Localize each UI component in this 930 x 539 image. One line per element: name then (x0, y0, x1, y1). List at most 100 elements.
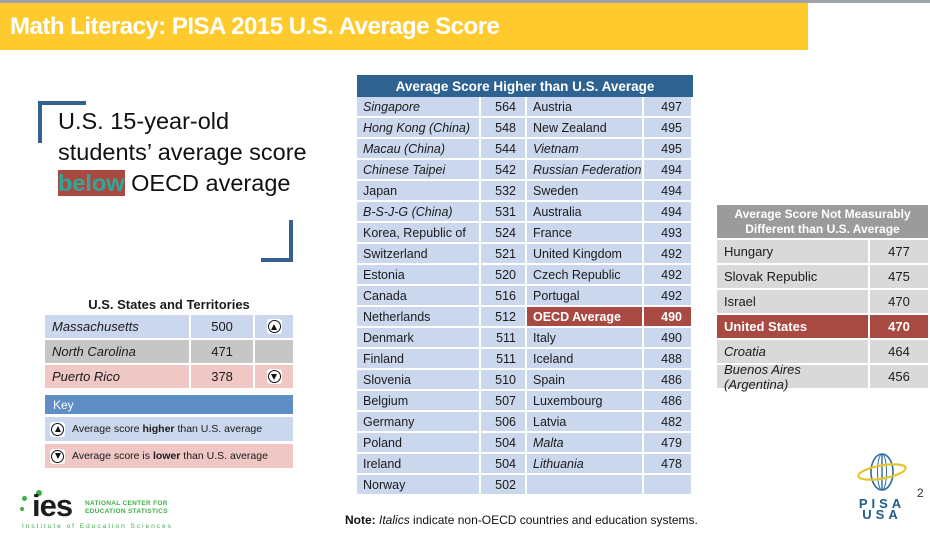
country-cell: Denmark (357, 328, 479, 347)
pisa-label-line2: USA (862, 507, 902, 522)
score-cell: 494 (644, 160, 691, 179)
key-item-text: Average score is lower than U.S. average (72, 450, 268, 462)
table-row: Slovenia 510 Spain 486 (357, 370, 693, 389)
page-number: 2 (917, 486, 924, 500)
score-cell: 493 (644, 223, 691, 242)
score-cell: 520 (481, 265, 525, 284)
score-cell: 486 (644, 370, 691, 389)
arrow-ring (267, 370, 281, 383)
score-cell: 470 (870, 315, 928, 338)
score-cell: 510 (481, 370, 525, 389)
score-cell: 544 (481, 139, 525, 158)
score-cell: 548 (481, 118, 525, 137)
callout-highlight: below (58, 170, 125, 196)
key-text-post: than U.S. average (174, 423, 263, 435)
score-cell: 502 (481, 475, 525, 494)
table-row: United States 470 (717, 315, 928, 338)
pisa-logo: PISA USA (852, 452, 912, 521)
key-text-bold: lower (152, 450, 181, 462)
country-cell: Germany (357, 412, 479, 431)
country-cell: Poland (357, 433, 479, 452)
country-cell: Iceland (527, 349, 642, 368)
key-text-bold: higher (142, 423, 175, 435)
ies-line2: EDUCATION STATISTICS (85, 507, 168, 515)
key-text-pre: Average score is (72, 450, 153, 462)
bracket-bottom-right (261, 220, 293, 262)
score-cell: 506 (481, 412, 525, 431)
arrow-ring (51, 422, 64, 436)
score-cell: 564 (481, 97, 525, 116)
callout-pre: U.S. 15-year-old students’ average score (58, 108, 307, 165)
country-cell: Russian Federation (527, 160, 642, 179)
table-row: Buenos Aires (Argentina) 456 (717, 362, 928, 392)
not-different-table: Average Score Not Measurably Different t… (717, 205, 928, 392)
score-cell: 479 (644, 433, 691, 452)
table-row: North Carolina 471 (45, 340, 293, 363)
score-cell: 516 (481, 286, 525, 305)
score-cell: 482 (644, 412, 691, 431)
key-item: Average score is lower than U.S. average (45, 444, 293, 468)
score-cell: 492 (644, 286, 691, 305)
country-cell: Italy (527, 328, 642, 347)
country-cell: Malta (527, 433, 642, 452)
score-cell: 511 (481, 349, 525, 368)
score-cell: 456 (870, 365, 928, 388)
country-cell: Slovak Republic (717, 265, 868, 288)
not-different-table-body: Hungary 477 Slovak Republic 475 Israel 470 Uni… (717, 240, 928, 392)
score-cell: 475 (870, 265, 928, 288)
globe-icon (857, 453, 907, 491)
table-row: Netherlands 512 OECD Average 490 (357, 307, 693, 326)
score-cell: 531 (481, 202, 525, 221)
country-cell: Spain (527, 370, 642, 389)
country-cell: Netherlands (357, 307, 479, 326)
country-cell: Norway (357, 475, 479, 494)
score-cell: 521 (481, 244, 525, 263)
country-cell: Switzerland (357, 244, 479, 263)
nd-header-line1: Average Score Not Measurably (734, 206, 911, 221)
key-item-text: Average score higher than U.S. average (72, 423, 262, 435)
state-score-cell: 378 (190, 365, 254, 388)
higher-table: Average Score Higher than U.S. Average S… (357, 75, 693, 496)
ies-dot-icon (20, 507, 24, 511)
score-cell: 524 (481, 223, 525, 242)
score-cell: 542 (481, 160, 525, 179)
country-cell: United Kingdom (527, 244, 642, 263)
country-cell: Latvia (527, 412, 642, 431)
score-cell: 477 (870, 240, 928, 263)
country-cell: Portugal (527, 286, 642, 305)
state-name-cell: Massachusetts (45, 315, 189, 338)
country-cell: Singapore (357, 97, 479, 116)
table-row: Ireland 504 Lithuania 478 (357, 454, 693, 473)
table-row: Germany 506 Latvia 482 (357, 412, 693, 431)
arrow-triangle (54, 453, 61, 459)
states-table-title: U.S. States and Territories (88, 297, 250, 312)
score-cell: 470 (870, 290, 928, 313)
key-item: Average score higher than U.S. average (45, 417, 293, 441)
score-cell: 494 (644, 181, 691, 200)
country-cell: Buenos Aires (Argentina) (717, 362, 868, 392)
table-row: Croatia 464 (717, 340, 928, 363)
table-row: Hungary 477 (717, 240, 928, 263)
country-cell: Ireland (357, 454, 479, 473)
score-cell: 512 (481, 307, 525, 326)
bracket-top-left (38, 101, 86, 143)
score-cell: 488 (644, 349, 691, 368)
ies-dot-icon (22, 496, 27, 501)
table-row: Estonia 520 Czech Republic 492 (357, 265, 693, 284)
state-indicator-cell (255, 315, 293, 338)
table-row: Norway 502 (357, 475, 693, 494)
score-cell: 464 (870, 340, 928, 363)
pisa-label-line1: PISA (858, 496, 906, 511)
state-score-cell: 471 (190, 340, 254, 363)
country-cell: B-S-J-G (China) (357, 202, 479, 221)
country-cell: Sweden (527, 181, 642, 200)
country-cell: Hungary (717, 240, 868, 263)
callout-post: OECD average (124, 170, 291, 196)
country-cell: France (527, 223, 642, 242)
arrow-down-icon (266, 369, 282, 384)
country-cell: Korea, Republic of (357, 223, 479, 242)
arrow-down-icon (50, 448, 65, 464)
nd-header-line2: Different than U.S. Average (745, 221, 900, 236)
country-cell: United States (717, 315, 868, 338)
table-row: Denmark 511 Italy 490 (357, 328, 693, 347)
